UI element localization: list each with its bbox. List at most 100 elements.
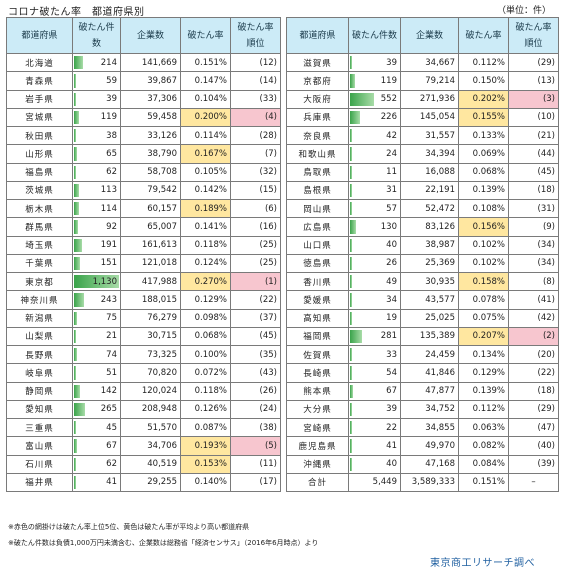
bankruptcy-bar (350, 439, 353, 453)
bankruptcy-count: 62 (106, 459, 117, 470)
bankruptcy-bar (74, 129, 76, 143)
bankruptcy-bar (350, 220, 356, 234)
bankruptcy-count-cell: 265 (72, 399, 121, 420)
bankruptcy-bar (74, 202, 79, 216)
bankruptcy-rate: 0.139% (458, 180, 509, 201)
bankruptcy-count-cell: 142 (72, 381, 121, 401)
bankruptcy-count-cell: 38 (72, 125, 121, 146)
prefecture-name: 石川県 (6, 454, 73, 474)
prefecture-name: 長野県 (6, 344, 73, 365)
company-count: 38,790 (120, 144, 181, 164)
prefecture-name: 静岡県 (6, 381, 73, 401)
bankruptcy-count: 265 (100, 404, 117, 415)
table-row: 山口県 40 38,987 0.102% (34) (286, 235, 559, 255)
bankruptcy-count: 45 (106, 422, 117, 433)
rate-rank: (14) (230, 71, 281, 91)
prefecture-name: 宮崎県 (286, 417, 349, 438)
bankruptcy-count: 19 (386, 313, 397, 324)
bankruptcy-bar (74, 439, 77, 453)
company-count: 271,936 (400, 89, 459, 109)
bankruptcy-count: 114 (100, 203, 117, 214)
bankruptcy-count: 119 (100, 112, 117, 123)
header-pref: 都道府県 (6, 17, 73, 54)
company-count: 83,126 (400, 217, 459, 237)
rate-rank: (12) (230, 52, 281, 73)
bankruptcy-count: 59 (106, 75, 117, 86)
table-row: 鳥取県 11 16,088 0.068% (45) (286, 162, 559, 182)
company-count: 70,820 (120, 363, 181, 383)
rate-rank: (25) (230, 235, 281, 255)
bankruptcy-bar (350, 56, 353, 70)
bankruptcy-count-cell: 33 (348, 344, 401, 365)
prefecture-name: 群馬県 (6, 217, 73, 237)
bankruptcy-count-cell: 31 (348, 180, 401, 201)
bankruptcy-rate: 0.082% (458, 436, 509, 456)
prefecture-name: 福井県 (6, 472, 73, 493)
bankruptcy-bar (350, 402, 353, 416)
table-row: 島根県 31 22,191 0.139% (18) (286, 180, 559, 201)
bankruptcy-count-cell: 51 (72, 363, 121, 383)
bankruptcy-count: 113 (100, 185, 117, 196)
prefecture-name: 秋田県 (6, 125, 73, 146)
bankruptcy-rate: 0.189% (180, 198, 231, 219)
bankruptcy-count-cell: 62 (72, 162, 121, 182)
bankruptcy-rate: 0.147% (180, 71, 231, 91)
company-count: 47,168 (400, 454, 459, 474)
bankruptcy-count: 130 (380, 221, 397, 232)
bankruptcy-bar (350, 384, 353, 398)
bankruptcy-count: 92 (106, 221, 117, 232)
table-row: 石川県 62 40,519 0.153% (11) (6, 454, 281, 474)
bankruptcy-count: 5,449 (372, 477, 397, 488)
prefecture-name: 広島県 (286, 217, 349, 237)
bankruptcy-count-cell: 113 (72, 180, 121, 201)
bankruptcy-count-cell: 41 (72, 472, 121, 493)
rate-rank: (1) (230, 271, 281, 292)
prefecture-name: 大阪府 (286, 89, 349, 109)
table-row: 長野県 74 73,325 0.100% (35) (6, 344, 281, 365)
bankruptcy-count: 65 (106, 148, 117, 159)
bankruptcy-rate: 0.142% (180, 180, 231, 201)
bankruptcy-count: 54 (386, 367, 397, 378)
prefecture-name: 青森県 (6, 71, 73, 91)
table-row: 熊本県 67 47,877 0.139% (18) (286, 381, 559, 401)
bankruptcy-count-cell: 42 (348, 125, 401, 146)
table-row: 新潟県 75 76,279 0.098% (37) (6, 308, 281, 328)
rate-rank: (2) (508, 326, 559, 347)
bankruptcy-count: 119 (380, 75, 397, 86)
bankruptcy-count: 31 (386, 185, 397, 196)
bankruptcy-count-cell: 65 (72, 144, 121, 164)
bankruptcy-bar (350, 147, 353, 161)
table-row: 福井県 41 29,255 0.140% (17) (6, 472, 281, 493)
bankruptcy-count-cell: 24 (348, 144, 401, 164)
bankruptcy-count-cell: 59 (72, 71, 121, 91)
rate-rank: (7) (230, 144, 281, 164)
unit-label: （単位：件） (496, 6, 551, 16)
company-count: 3,589,333 (400, 472, 459, 493)
rate-rank: (20) (508, 344, 559, 365)
table-row: 群馬県 92 65,007 0.141% (16) (6, 217, 281, 237)
header-companies: 企業数 (120, 17, 181, 54)
company-count: 59,458 (120, 107, 181, 128)
header-rate: 破たん率 (458, 17, 509, 54)
company-count: 30,715 (120, 326, 181, 347)
bankruptcy-rate: 0.150% (458, 71, 509, 91)
rate-rank: (34) (508, 253, 559, 274)
bankruptcy-rate: 0.098% (180, 308, 231, 328)
company-count: 121,018 (120, 253, 181, 274)
company-count: 49,970 (400, 436, 459, 456)
company-count: 22,191 (400, 180, 459, 201)
bankruptcy-count-cell: 49 (348, 271, 401, 292)
table-row: 富山県 67 34,706 0.193% (5) (6, 436, 281, 456)
bankruptcy-count-cell: 21 (72, 326, 121, 347)
company-count: 188,015 (120, 290, 181, 310)
table-row: 埼玉県 191 161,613 0.118% (25) (6, 235, 281, 255)
header-bankruptcies: 破たん件数 (72, 17, 121, 54)
rate-rank: (33) (230, 89, 281, 109)
bankruptcy-count-cell: 57 (348, 198, 401, 219)
company-count: 79,214 (400, 71, 459, 91)
bankruptcy-count: 39 (386, 57, 397, 68)
bankruptcy-count-cell: 214 (72, 52, 121, 73)
company-count: 34,855 (400, 417, 459, 438)
total-row: 合計 5,449 3,589,333 0.151% – (286, 472, 559, 493)
company-count: 24,459 (400, 344, 459, 365)
